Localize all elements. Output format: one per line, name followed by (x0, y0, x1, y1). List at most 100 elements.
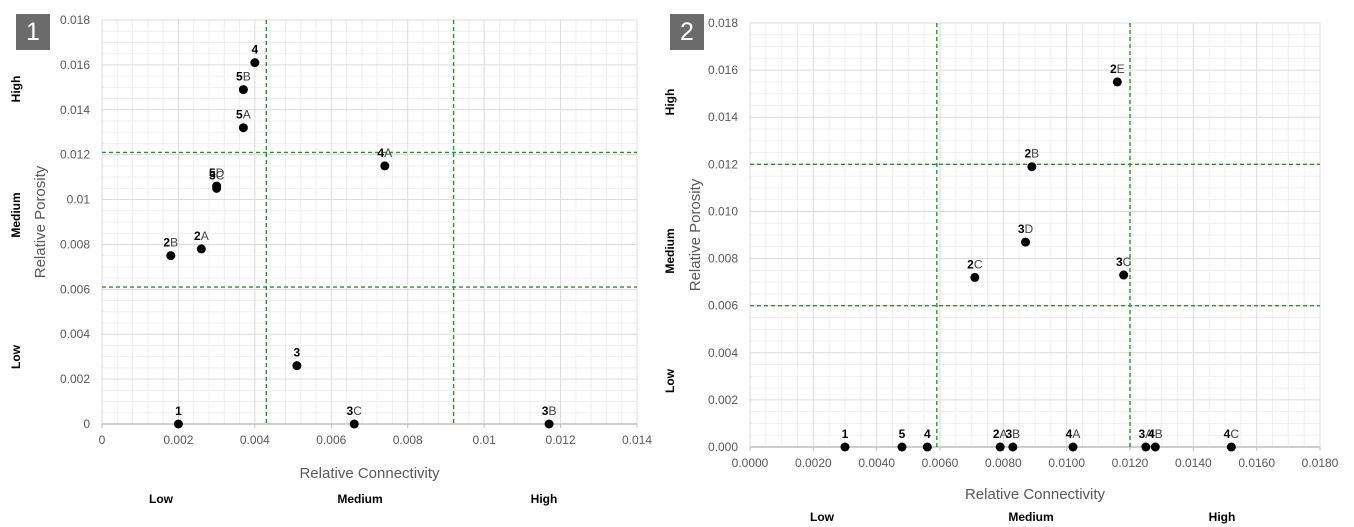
data-point (897, 442, 907, 452)
data-point (1027, 162, 1037, 172)
point-label-number: 2 (163, 236, 170, 250)
point-label-number: 5 (899, 427, 906, 441)
point-label-letter: D (216, 166, 225, 180)
y-category-label: High (9, 76, 23, 103)
x-tick-label: 0.0100 (1048, 456, 1085, 470)
data-point (1008, 442, 1018, 452)
chart-panel-2: 2 0.0000 0.0020 0.0040 0.0060 0.0080 0.0100 0.… (663, 0, 1354, 527)
y-category-label: Medium (9, 192, 23, 237)
x-tick-label: 0.0120 (1112, 456, 1149, 470)
x-category-label: Medium (1008, 510, 1053, 524)
y-tick-label: 0.002 (708, 393, 738, 407)
point-label: 3A (1138, 427, 1153, 441)
point-label: 2A (194, 229, 209, 243)
y-tick-label: 0.004 (708, 346, 738, 360)
point-label-number: 3 (1018, 222, 1025, 236)
data-point (1141, 442, 1151, 452)
panel-badge: 2 (670, 14, 704, 50)
x-tick-label: 0.014 (622, 433, 652, 447)
point-label-number: 1 (842, 427, 849, 441)
point-label-number: 2 (1110, 62, 1117, 76)
point-label-number: 3 (1005, 427, 1012, 441)
chart-panel-1: 1 0 0.002 0.004 0.006 0.008 0.01 0.012 0.014 0 0.… (0, 0, 660, 527)
point-label-number: 3 (542, 404, 549, 418)
x-tick-label: 0.006 (316, 433, 346, 447)
data-point (292, 361, 302, 371)
point-label: 5 (899, 427, 906, 441)
point-label-letter: A (1145, 427, 1153, 441)
point-label-letter: A (384, 146, 392, 160)
point-label: 4 (252, 43, 259, 57)
y-tick-label: 0.014 (60, 103, 90, 117)
point-label-number: 2 (967, 257, 974, 271)
point-label: 4A (377, 146, 392, 160)
y-tick-label: 0.004 (60, 327, 90, 341)
point-label-letter: A (1072, 427, 1080, 441)
data-point (922, 442, 932, 452)
point-label-number: 5 (236, 108, 243, 122)
x-tick-label: 0.0180 (1302, 456, 1339, 470)
point-label-letter: A (243, 108, 251, 122)
point-label: 3C (347, 404, 363, 418)
x-tick-label: 0.0040 (858, 456, 895, 470)
x-tick-label: 0.012 (546, 433, 576, 447)
point-label-number: 2 (194, 229, 201, 243)
y-tick-label: 0.002 (60, 372, 90, 386)
point-label-number: 4 (1148, 427, 1155, 441)
point-label-letter: B (548, 404, 556, 418)
x-category-label: Low (149, 492, 174, 506)
point-label-number: 5 (236, 70, 243, 84)
point-label-letter: A (1000, 427, 1008, 441)
y-tick-label: 0.01 (67, 193, 91, 207)
point-label: 2B (1024, 147, 1039, 161)
point-label-letter: A (201, 229, 209, 243)
point-label-letter: C (1230, 427, 1239, 441)
point-label: 2A (993, 427, 1008, 441)
panel-badge: 1 (16, 14, 50, 50)
point-label: 3C (1116, 255, 1132, 269)
point-label-letter: B (243, 70, 251, 84)
data-point (166, 251, 176, 261)
point-label: 4B (1148, 427, 1163, 441)
y-category-label: Medium (663, 228, 677, 273)
x-tick-label: 0.0020 (795, 456, 832, 470)
point-label-number: 4 (377, 146, 384, 160)
y-tick-label: 0.010 (708, 204, 738, 218)
point-label-letter: B (1031, 147, 1039, 161)
y-tick-label: 0.016 (60, 58, 90, 72)
point-label: 2C (967, 257, 983, 271)
y-tick-label: 0 (83, 417, 90, 431)
y-tick-label: 0.018 (60, 13, 90, 27)
y-tick-label: 0.000 (708, 440, 738, 454)
point-label: 2E (1110, 62, 1125, 76)
y-tick-label: 0.006 (708, 299, 738, 313)
x-tick-label: 0.0060 (922, 456, 959, 470)
point-label-number: 2 (1024, 147, 1031, 161)
point-label: 1 (842, 427, 849, 441)
point-label: 5D (209, 166, 225, 180)
data-point (970, 272, 980, 282)
point-label: 4C (1224, 427, 1240, 441)
data-point (212, 183, 222, 193)
point-label: 5B (236, 70, 251, 84)
point-label: 1 (175, 404, 182, 418)
point-label-number: 5 (209, 166, 216, 180)
point-label-number: 5 (209, 168, 216, 182)
data-point (238, 85, 248, 95)
point-label: 5C (209, 168, 225, 182)
point-label-number: 3 (294, 346, 301, 360)
x-tick-label: 0.01 (472, 433, 496, 447)
x-tick-label: 0.002 (163, 433, 193, 447)
x-category-label: Low (810, 510, 835, 524)
y-axis-title: Relative Porosity (687, 178, 704, 291)
scatter-chart-1: 0 0.002 0.004 0.006 0.008 0.01 0.012 0.01400.00… (9, 13, 652, 506)
y-category-label: High (663, 89, 677, 116)
y-tick-label: 0.016 (708, 63, 738, 77)
point-label-letter: B (1012, 427, 1020, 441)
y-tick-label: 0.018 (708, 16, 738, 30)
y-tick-label: 0.008 (708, 252, 738, 266)
point-label: 3B (542, 404, 557, 418)
x-tick-label: 0.004 (240, 433, 270, 447)
point-label-number: 4 (924, 427, 931, 441)
point-label-number: 1 (175, 404, 182, 418)
